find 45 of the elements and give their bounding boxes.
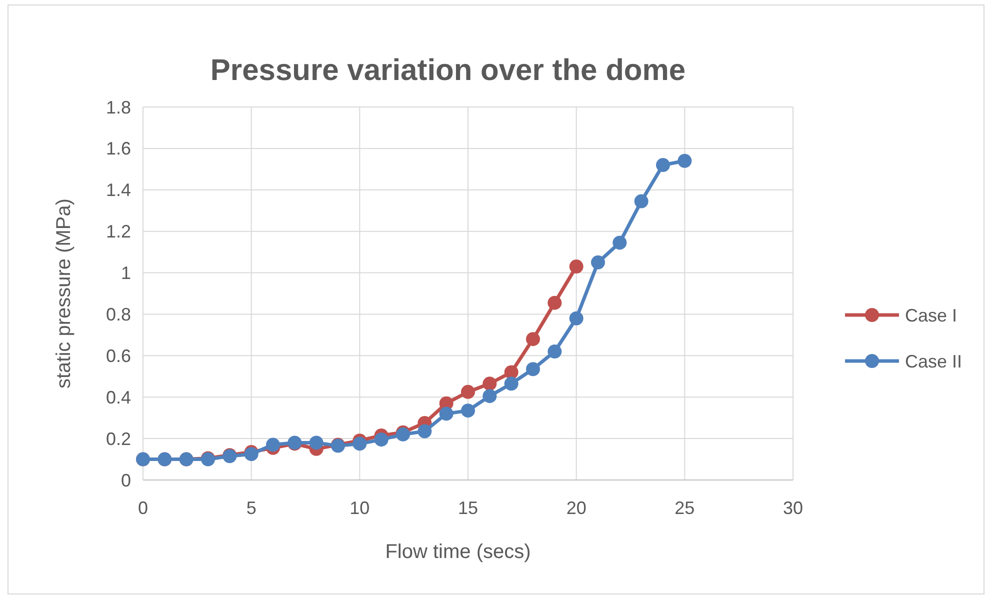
point xyxy=(352,436,367,451)
point xyxy=(634,194,648,208)
point xyxy=(461,384,475,399)
x-tick-label: 0 xyxy=(138,498,148,518)
y-tick-label: 0.8 xyxy=(106,304,131,325)
y-tick-label: 0.4 xyxy=(106,387,131,408)
y-axis-title: static pressure (MPa) xyxy=(53,198,75,389)
point xyxy=(504,365,518,380)
point xyxy=(548,344,562,359)
legend-label: Case II xyxy=(905,351,962,372)
point xyxy=(612,236,627,250)
point xyxy=(461,404,475,418)
x-tick-label: 5 xyxy=(246,498,256,518)
point xyxy=(526,332,540,346)
point xyxy=(569,260,584,274)
legend-label: Case I xyxy=(905,305,958,326)
point xyxy=(678,154,692,168)
point xyxy=(656,158,670,172)
x-axis-title: Flow time (secs) xyxy=(385,541,531,563)
point xyxy=(504,376,518,391)
y-tick-label: 1.4 xyxy=(106,180,131,200)
point xyxy=(548,296,562,310)
y-tick-label: 1.2 xyxy=(106,222,131,242)
y-tick-label: 0.2 xyxy=(106,428,131,449)
point xyxy=(418,424,432,438)
point xyxy=(569,311,584,326)
y-tick-label: 1 xyxy=(120,263,131,284)
y-tick-label: 1.6 xyxy=(106,138,131,159)
x-tick-label: 10 xyxy=(350,498,370,518)
point xyxy=(309,436,324,450)
x-tick-label: 30 xyxy=(782,498,804,518)
point xyxy=(482,376,497,391)
y-tick-label: 1.8 xyxy=(106,97,131,118)
point xyxy=(439,406,454,421)
x-tick-label: 15 xyxy=(458,498,478,518)
chart-title: Pressure variation over the dome xyxy=(210,54,686,87)
x-tick-label: 25 xyxy=(674,498,695,518)
x-tick-label: 20 xyxy=(566,498,586,518)
point xyxy=(526,362,540,376)
y-tick-label: 0 xyxy=(120,470,131,490)
point xyxy=(482,389,497,404)
point xyxy=(374,432,388,447)
y-tick-label: 0.6 xyxy=(106,346,131,366)
point xyxy=(266,438,280,452)
point xyxy=(591,255,605,270)
